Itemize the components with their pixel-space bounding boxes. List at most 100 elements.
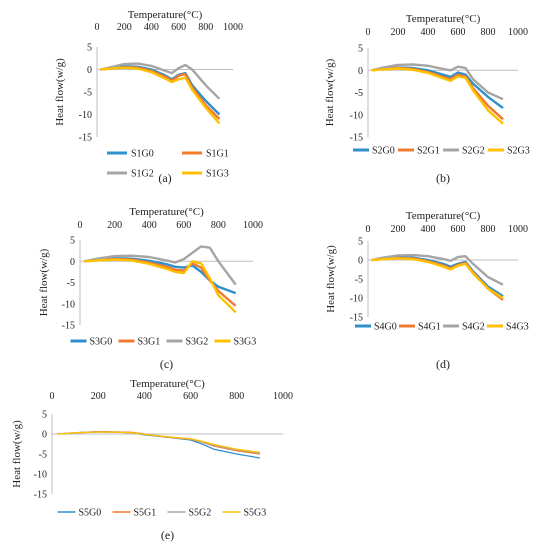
legend-label: S1G0 xyxy=(131,149,154,160)
y-tick-label: -5 xyxy=(355,275,363,286)
chart-panel-d: 50-5-10-150 200 400 600 800 1000Temperature(°… xyxy=(325,210,529,371)
x-tick-label: 0 xyxy=(78,220,83,231)
legend-label: S2G3 xyxy=(507,146,530,157)
y-tick-label: -5 xyxy=(355,88,363,99)
series-line-s2g2 xyxy=(371,63,504,101)
legend-label: S1G2 xyxy=(131,169,154,180)
y-tick-label: 5 xyxy=(358,44,363,55)
legend-label: S5G0 xyxy=(79,508,102,519)
y-tick-label: -10 xyxy=(350,294,363,305)
x-tick-label: 200 xyxy=(107,220,122,231)
panel-caption: (d) xyxy=(436,357,450,371)
chart-panel-c: 50-5-10-150 200 400 600 800 1000Temperature(°… xyxy=(38,206,263,371)
x-tick-label: 1000 xyxy=(273,391,293,402)
series-line-s5g2 xyxy=(57,431,260,454)
y-tick-label: 0 xyxy=(87,65,92,76)
y-tick-label: -15 xyxy=(350,313,363,324)
x-tick-label: 1000 xyxy=(508,27,528,38)
x-axis-title: Temperature(°C) xyxy=(128,9,203,21)
legend-label: S3G1 xyxy=(138,337,161,348)
series-line-s1g2 xyxy=(100,62,221,100)
x-tick-label: 200 xyxy=(117,22,132,33)
x-axis-title: Temperature(°C) xyxy=(130,378,205,390)
x-tick-label: 600 xyxy=(451,224,466,235)
x-tick-label: 800 xyxy=(481,224,496,235)
x-tick-label: 0 xyxy=(95,22,100,33)
legend-label: S1G3 xyxy=(206,169,229,180)
y-tick-label: -5 xyxy=(67,278,75,289)
y-tick-label: 0 xyxy=(358,66,363,77)
x-tick-label: 400 xyxy=(137,391,152,402)
legend-label: S2G0 xyxy=(372,146,395,157)
panel-caption: (b) xyxy=(436,171,450,185)
panel-caption: (a) xyxy=(158,171,171,185)
x-tick-label: 600 xyxy=(183,391,198,402)
x-tick-label: 600 xyxy=(171,22,186,33)
legend-label: S3G0 xyxy=(90,337,113,348)
x-tick-label: 200 xyxy=(391,224,406,235)
x-tick-label: 1000 xyxy=(223,22,243,33)
x-tick-label: 600 xyxy=(176,220,191,231)
series-line-s3g2 xyxy=(84,245,237,286)
x-tick-label: 600 xyxy=(451,27,466,38)
y-tick-label: -15 xyxy=(79,133,92,144)
series-line-s4g3 xyxy=(371,257,504,300)
x-axis-title: Temperature(°C) xyxy=(406,13,481,25)
x-tick-label: 0 xyxy=(366,224,371,235)
legend-label: S3G2 xyxy=(186,337,209,348)
x-tick-label: 400 xyxy=(142,220,157,231)
y-tick-label: -5 xyxy=(84,88,92,99)
series-line-s5g1 xyxy=(57,430,260,455)
legend-label: S5G1 xyxy=(134,508,157,519)
legend-label: S1G1 xyxy=(206,149,229,160)
y-axis-title: Heat flow(w/g) xyxy=(325,245,337,313)
panel-caption: (e) xyxy=(161,528,174,542)
y-tick-label: -15 xyxy=(62,321,75,332)
x-tick-label: 1000 xyxy=(508,224,528,235)
y-tick-label: -15 xyxy=(350,133,363,144)
y-tick-label: 5 xyxy=(70,236,75,247)
series-line-s3g0 xyxy=(84,257,237,295)
x-tick-label: 0 xyxy=(50,391,55,402)
series-line-s4g2 xyxy=(371,253,504,286)
series-line-s3g3 xyxy=(84,258,237,314)
chart-panel-b: 50-5-10-150 200 400 600 800 1000Temperature(°… xyxy=(324,13,530,185)
x-tick-label: 200 xyxy=(91,391,106,402)
x-tick-label: 800 xyxy=(198,22,213,33)
x-tick-label: 800 xyxy=(229,391,244,402)
x-tick-label: 400 xyxy=(144,22,159,33)
legend-label: S4G0 xyxy=(374,322,397,333)
y-tick-label: 0 xyxy=(358,256,363,267)
y-tick-label: -15 xyxy=(34,490,47,501)
y-tick-label: 0 xyxy=(70,257,75,268)
x-tick-label: 800 xyxy=(211,220,226,231)
y-tick-label: 5 xyxy=(358,237,363,248)
legend-label: S2G1 xyxy=(417,146,440,157)
legend-label: S4G1 xyxy=(418,322,441,333)
chart-panel-a: 50-5-10-150 200 400 600 800 1000Temperature(°… xyxy=(54,9,243,185)
legend-label: S2G2 xyxy=(462,146,485,157)
y-tick-label: -10 xyxy=(350,110,363,121)
panel-caption: (c) xyxy=(160,357,173,371)
y-tick-label: -10 xyxy=(34,470,47,481)
y-axis-title: Heat flow(w/g) xyxy=(38,248,50,316)
legend-label: S5G2 xyxy=(189,508,212,519)
legend-label: S4G3 xyxy=(506,322,529,333)
x-tick-label: 0 xyxy=(366,27,371,38)
y-tick-label: -10 xyxy=(79,110,92,121)
x-tick-label: 400 xyxy=(421,224,436,235)
series-line-s2g3 xyxy=(371,67,504,125)
y-axis-title: Heat flow(w/g) xyxy=(54,58,66,126)
x-axis-title: Temperature(°C) xyxy=(129,206,204,218)
y-tick-label: 0 xyxy=(42,430,47,441)
legend-label: S3G3 xyxy=(234,337,257,348)
x-axis-title: Temperature(°C) xyxy=(406,210,481,222)
legend-label: S5G3 xyxy=(244,508,267,519)
x-tick-label: 200 xyxy=(391,27,406,38)
y-tick-label: -5 xyxy=(39,450,47,461)
chart-panel-e: 50-5-10-150 200 400 600 800 1000Temperature(°… xyxy=(11,378,293,542)
y-tick-label: 5 xyxy=(87,43,92,54)
x-tick-label: 1000 xyxy=(243,220,263,231)
y-axis-title: Heat flow(w/g) xyxy=(324,58,336,126)
